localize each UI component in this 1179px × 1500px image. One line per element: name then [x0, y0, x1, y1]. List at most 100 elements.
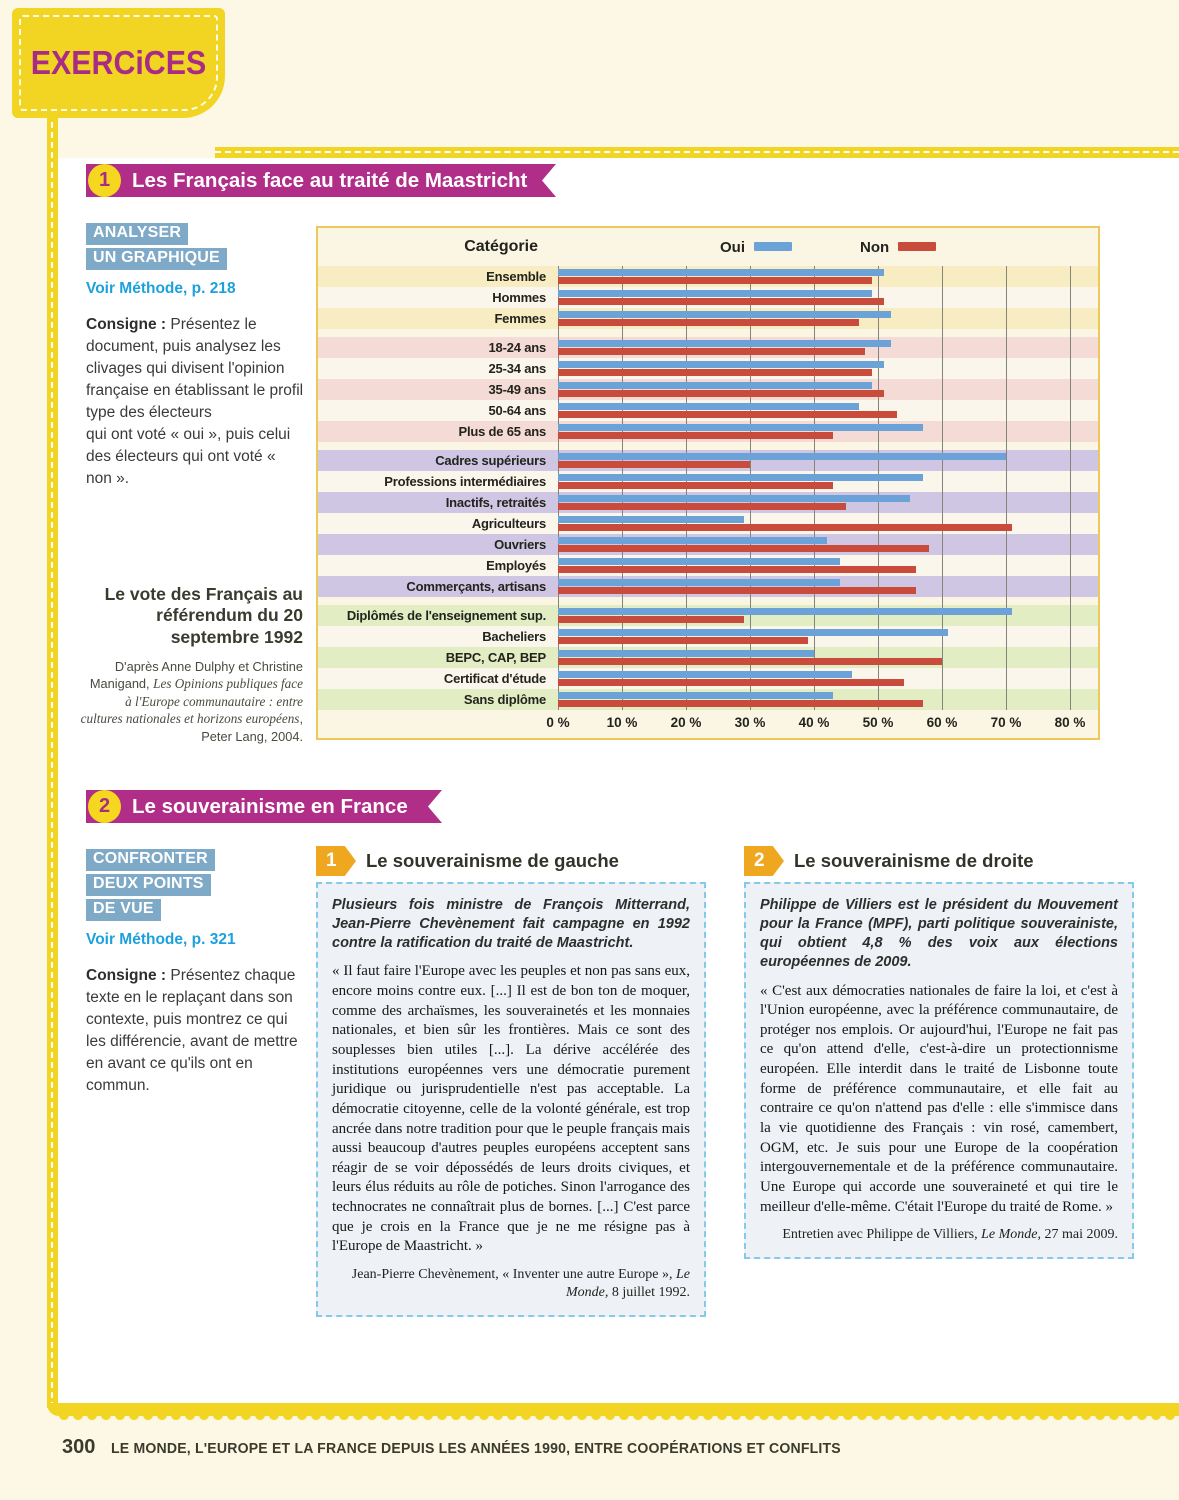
chart-title: Le vote des Français au référendum du 20… [104, 584, 303, 647]
exercises-tab-label: EXERCiCES [30, 44, 207, 81]
exercise2-number-badge: 2 [88, 790, 121, 823]
bar-oui [558, 579, 840, 586]
referendum-chart: Catégorie Oui Non Ensemble Hommes Femmes 18… [316, 226, 1100, 740]
bar-oui [558, 516, 744, 523]
document-1-box: Plusieurs fois ministre de François Mitt… [316, 882, 706, 1318]
exercise2-banner: 2 Le souverainisme en France [86, 790, 442, 823]
document-2-attribution: Entretien avec Philippe de Villiers, Le … [760, 1226, 1118, 1244]
chart-row-label: Hommes [492, 290, 546, 305]
document-1-body: « Il faut faire l'Europe avec les peuple… [332, 963, 690, 1255]
exercise2-skill-tags: CONFRONTER DEUX POINTS DE VUE [86, 849, 304, 921]
chart-row-label: Commerçants, artisans [406, 579, 546, 594]
x-axis-tick: 50 % [862, 715, 894, 730]
consigne-text: Présentez chaque texte en le replaçant d… [86, 967, 298, 1094]
bar-oui [558, 361, 885, 368]
document-1-intro: Plusieurs fois ministre de François Mitt… [332, 897, 690, 952]
bar-oui [558, 340, 891, 347]
bar-oui [558, 495, 910, 502]
chart-row-label: Ouvriers [494, 537, 546, 552]
exercise1-method-ref: Voir Méthode, p. 218 [86, 280, 236, 297]
exercises-tab: EXERCiCES [12, 8, 225, 118]
bar-oui [558, 608, 1013, 615]
chart-caption: Le vote des Français au référendum du 20… [80, 584, 303, 745]
legend-oui: Oui [720, 239, 792, 256]
bar-oui [558, 671, 853, 678]
bar-non [558, 319, 859, 326]
page-number: 300 [62, 1436, 96, 1458]
chart-row-label: 35-49 ans [488, 382, 547, 397]
chart-row-label: Femmes [494, 311, 546, 326]
chart-row-label: Agriculteurs [471, 516, 546, 531]
document-2-header: 2 Le souverainisme de droite [744, 846, 1134, 876]
bar-non [558, 503, 846, 510]
chart-row-label: BEPC, CAP, BEP [445, 650, 546, 665]
chart-x-axis: 0 % 10 % 20 % 30 % 40 % 50 % 60 % 70 % 80 % [318, 710, 1098, 736]
exercise2-consigne: Consigne : Présentez chaque texte en le … [86, 965, 304, 1097]
bar-oui [558, 403, 859, 410]
document-2-body: « C'est aux démocraties nationales de fa… [760, 982, 1118, 1215]
bar-non [558, 432, 834, 439]
source-book-title: Les Opinions publiques face à l'Europe c… [80, 676, 303, 727]
bar-non [558, 411, 898, 418]
legend-oui-swatch [754, 242, 792, 251]
bar-oui [558, 650, 814, 657]
chart-row-label: Cadres supérieurs [435, 453, 546, 468]
bar-non [558, 679, 904, 686]
bar-non [558, 637, 808, 644]
attribution-source: Le Monde, [565, 1266, 690, 1301]
bar-oui [558, 537, 827, 544]
bar-non [558, 524, 1013, 531]
bar-non [558, 277, 872, 284]
bar-oui [558, 424, 923, 431]
x-axis-tick: 10 % [606, 715, 638, 730]
x-axis-tick: 20 % [670, 715, 702, 730]
page-footer: 300 LE MONDE, L'EUROPE ET LA FRANCE DEPU… [62, 1436, 864, 1459]
chart-row-label: Ensemble [486, 269, 546, 284]
bar-non [558, 461, 750, 468]
bar-oui [558, 692, 834, 699]
x-axis-tick: 0 % [546, 715, 570, 730]
chart-row-label: Certificat d'étude [443, 671, 546, 686]
source-suffix: , Peter Lang, 2004. [201, 711, 303, 744]
chart-header: Catégorie Oui Non [318, 228, 1098, 266]
consigne-label: Consigne : [86, 316, 167, 333]
exercise1-skill-tags: ANALYSER UN GRAPHIQUE [86, 223, 304, 270]
bar-non [558, 587, 917, 594]
legend-non: Non [860, 239, 937, 256]
document-2-box: Philippe de Villiers est le président du… [744, 882, 1134, 1260]
document-2-number-flag: 2 [744, 846, 784, 876]
attribution-date: 8 juillet 1992. [608, 1285, 690, 1301]
bar-oui [558, 382, 872, 389]
x-axis-tick: 70 % [990, 715, 1022, 730]
bar-non [558, 298, 885, 305]
bar-non [558, 658, 942, 665]
chart-row-label: Plus de 65 ans [458, 424, 546, 439]
bar-oui [558, 629, 949, 636]
chart-row-label: 25-34 ans [488, 361, 547, 376]
chart-row-label: Sans diplôme [463, 692, 546, 707]
attribution-date: 27 mai 2009. [1041, 1227, 1119, 1243]
chart-column-header: Catégorie [464, 238, 538, 255]
bar-non [558, 700, 923, 707]
skill-tag: DE VUE [86, 899, 161, 921]
attribution-text: Jean-Pierre Chevènement, « Inventer une … [351, 1266, 676, 1282]
legend-oui-label: Oui [720, 239, 745, 256]
x-axis-tick: 80 % [1054, 715, 1086, 730]
legend-non-swatch [898, 242, 937, 251]
exercise1-number-badge: 1 [88, 164, 121, 197]
bar-non [558, 348, 866, 355]
attribution-source: Le Monde, [981, 1227, 1041, 1243]
chart-row-label: Professions intermédiaires [384, 474, 546, 489]
exercise1-title: Les Français face au traité de Maastrich… [132, 169, 528, 192]
skill-tag: ANALYSER [86, 223, 189, 245]
document-2-intro: Philippe de Villiers est le président du… [760, 897, 1118, 971]
chart-row-label: Inactifs, retraités [445, 495, 546, 510]
legend-non-label: Non [860, 239, 890, 256]
document-1-title: Le souverainisme de gauche [366, 850, 619, 871]
x-axis-tick: 40 % [798, 715, 830, 730]
exercise1-consigne: Consigne : Présentez le document, puis a… [86, 314, 304, 490]
consigne-text: Présentez le document, puis analysez les… [86, 316, 304, 487]
skill-tag: UN GRAPHIQUE [86, 248, 227, 270]
document-1-attribution: Jean-Pierre Chevènement, « Inventer une … [332, 1266, 690, 1302]
document-1: 1 Le souverainisme de gauche Plusieurs f… [316, 846, 706, 1318]
